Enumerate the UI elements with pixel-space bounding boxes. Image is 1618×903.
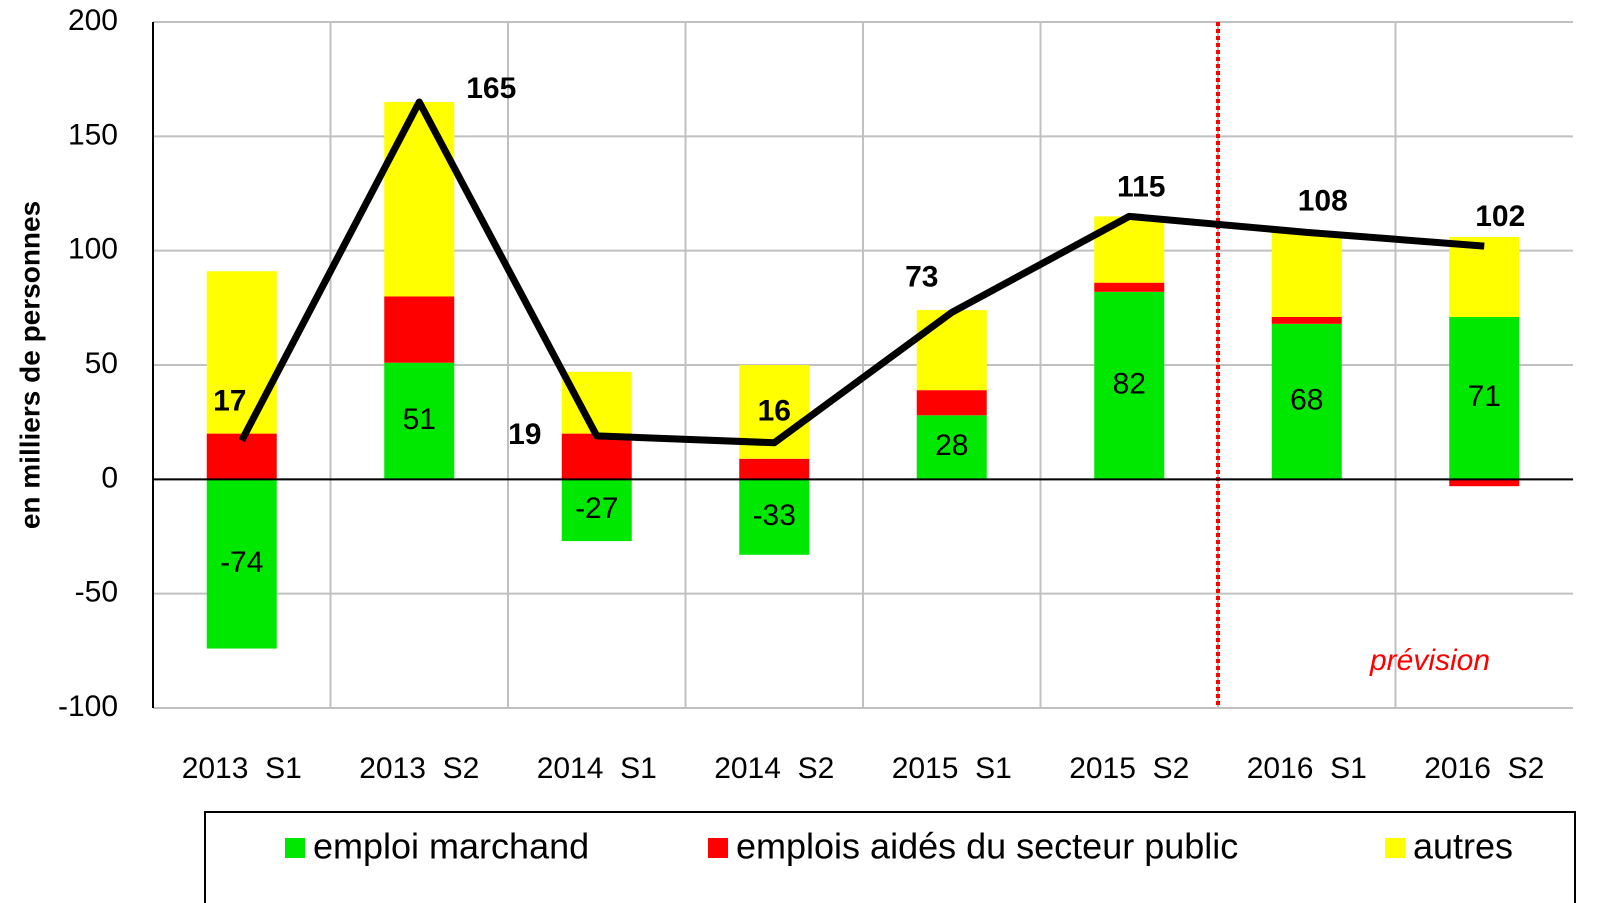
legend-label: emplois aidés du secteur public — [736, 826, 1238, 867]
y-tick-label: -50 — [75, 576, 118, 609]
data-label: 82 — [1113, 368, 1146, 401]
bar-segment — [1094, 291, 1165, 480]
x-tick-label: 2014 S1 — [537, 752, 657, 785]
total-label: 19 — [508, 418, 541, 451]
legend-label: emploi marchand — [313, 826, 589, 867]
total-label: 165 — [466, 72, 516, 105]
bars — [206, 102, 1520, 649]
data-label: 71 — [1468, 380, 1501, 413]
bar-segment — [206, 433, 277, 480]
overlay: -74 51 -27 -33 28 82 68 71 17 165 19 16 73 115 108 102 e… — [153, 72, 1573, 867]
bar-segment — [1449, 479, 1520, 487]
y-tick-label: 0 — [101, 461, 118, 494]
bar-segment — [1271, 323, 1342, 480]
x-tick-label: 2015 S2 — [1069, 752, 1189, 785]
bar-segment — [384, 362, 455, 480]
bar-segment — [1271, 232, 1342, 317]
x-tick-label: 2016 S2 — [1424, 752, 1544, 785]
bar-segment — [206, 479, 277, 649]
y-tick-label: 150 — [68, 118, 118, 151]
x-tick-label: 2013 S1 — [182, 752, 302, 785]
bar-segment — [561, 371, 632, 434]
y-tick-label: 100 — [68, 233, 118, 266]
y-tick-label: -100 — [58, 690, 118, 723]
bar-segment — [739, 458, 810, 480]
legend-label: autres — [1413, 826, 1513, 867]
y-tick-label: 200 — [68, 4, 118, 37]
bar-segment — [561, 479, 632, 542]
bar-segment — [561, 433, 632, 480]
bar-segment — [384, 296, 455, 363]
bar-segment — [1094, 282, 1165, 292]
data-label: 28 — [935, 429, 968, 462]
x-tick-label: 2014 S2 — [714, 752, 834, 785]
legend-swatch — [708, 838, 728, 858]
data-label: -27 — [575, 492, 618, 525]
total-label: 17 — [213, 384, 246, 417]
x-tick-label: 2016 S1 — [1247, 752, 1367, 785]
total-line — [238, 98, 1485, 447]
total-label: 115 — [1117, 170, 1165, 203]
y-tick-label: 50 — [85, 347, 118, 380]
annotation: prévision — [1369, 644, 1490, 677]
legend-swatch — [1385, 838, 1405, 858]
total-label: 73 — [905, 260, 938, 293]
data-label: -33 — [753, 499, 796, 532]
total-label: 102 — [1475, 200, 1525, 233]
total-label: 16 — [758, 395, 791, 428]
bar-segment — [916, 415, 987, 480]
bar-segment — [916, 310, 987, 391]
data-label: 51 — [403, 403, 436, 436]
bar-segment — [1449, 236, 1520, 317]
y-axis-label: en milliers de personnes — [14, 201, 45, 529]
bar-segment — [206, 271, 277, 434]
x-tick-label: 2013 S2 — [359, 752, 479, 785]
bar-segment — [916, 390, 987, 416]
legend-swatch — [285, 838, 305, 858]
bar-segment — [739, 479, 810, 555]
data-label: -74 — [220, 546, 263, 579]
bar-segment — [384, 102, 455, 297]
legend-box — [204, 811, 1576, 903]
data-label: 68 — [1290, 384, 1323, 417]
bar-segment — [1271, 316, 1342, 324]
grid: -100 -50 0 50 100 150 200 2013 S1 2013 S2 2014 S1… — [58, 4, 1573, 785]
bar-segment — [1449, 316, 1520, 480]
x-tick-label: 2015 S1 — [892, 752, 1012, 785]
total-label: 108 — [1298, 184, 1348, 217]
